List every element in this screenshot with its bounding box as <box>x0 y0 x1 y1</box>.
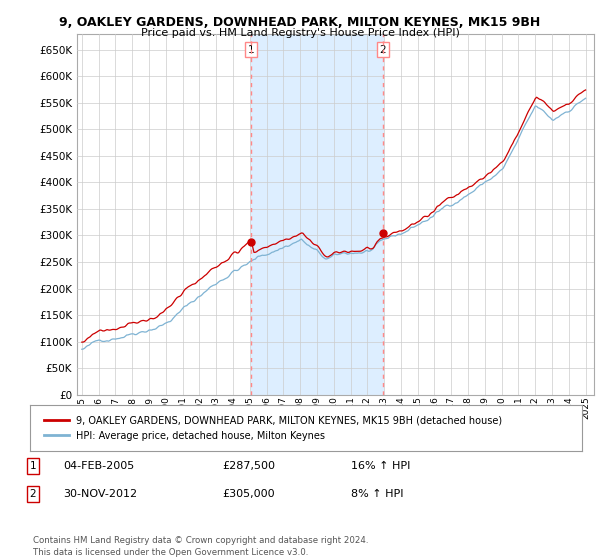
Text: 16% ↑ HPI: 16% ↑ HPI <box>351 461 410 471</box>
Text: 04-FEB-2005: 04-FEB-2005 <box>63 461 134 471</box>
Text: 2: 2 <box>379 45 386 55</box>
Text: 30-NOV-2012: 30-NOV-2012 <box>63 489 137 499</box>
Text: £305,000: £305,000 <box>222 489 275 499</box>
Text: Price paid vs. HM Land Registry's House Price Index (HPI): Price paid vs. HM Land Registry's House … <box>140 28 460 38</box>
Text: 2: 2 <box>29 489 37 499</box>
Text: Contains HM Land Registry data © Crown copyright and database right 2024.
This d: Contains HM Land Registry data © Crown c… <box>33 536 368 557</box>
Bar <box>251 34 383 395</box>
Text: 1: 1 <box>29 461 37 471</box>
Legend: 9, OAKLEY GARDENS, DOWNHEAD PARK, MILTON KEYNES, MK15 9BH (detached house), HPI:: 9, OAKLEY GARDENS, DOWNHEAD PARK, MILTON… <box>40 411 506 445</box>
Text: 9, OAKLEY GARDENS, DOWNHEAD PARK, MILTON KEYNES, MK15 9BH: 9, OAKLEY GARDENS, DOWNHEAD PARK, MILTON… <box>59 16 541 29</box>
Text: £287,500: £287,500 <box>222 461 275 471</box>
Text: 8% ↑ HPI: 8% ↑ HPI <box>351 489 404 499</box>
Text: 1: 1 <box>248 45 254 55</box>
